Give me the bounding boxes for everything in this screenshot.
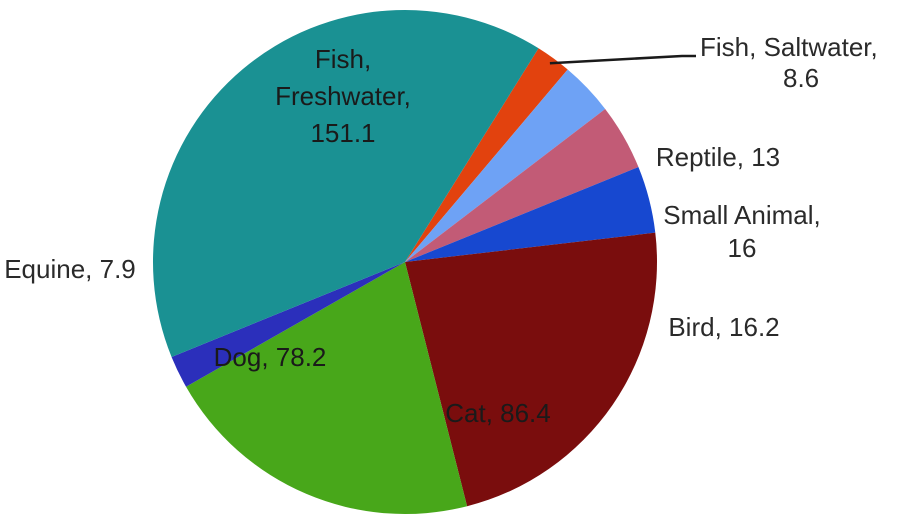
label-line: Reptile, 13 bbox=[656, 142, 780, 172]
label-line: 151.1 bbox=[310, 118, 375, 148]
slice-cat bbox=[405, 232, 658, 507]
label-line: Fish, Saltwater, bbox=[700, 32, 878, 62]
label-line: Bird, 16.2 bbox=[668, 312, 779, 342]
slice-reptile bbox=[405, 69, 606, 262]
label-line: Small Animal, bbox=[663, 200, 821, 230]
label-line: Freshwater, bbox=[275, 81, 411, 111]
label-line: Equine, 7.9 bbox=[4, 254, 136, 284]
label-bird: Bird, 16.2 bbox=[668, 312, 779, 342]
slice-equine bbox=[171, 262, 405, 387]
label-reptile: Reptile, 13 bbox=[656, 142, 780, 172]
slice-fish-freshwater bbox=[152, 9, 539, 357]
label-cat: Cat, 86.4 bbox=[445, 398, 551, 428]
label-small-animal: Small Animal, 16 bbox=[663, 200, 821, 263]
label-dog: Dog, 78.2 bbox=[214, 342, 327, 372]
label-fish-freshwater: Fish, Freshwater, 151.1 bbox=[275, 44, 411, 148]
slice-bird bbox=[405, 167, 656, 262]
label-line: Fish, bbox=[315, 44, 371, 74]
label-line: Cat, 86.4 bbox=[445, 398, 551, 428]
slice-dog bbox=[186, 262, 468, 514]
slice-small-animal bbox=[405, 108, 639, 263]
pie-slices bbox=[152, 9, 658, 514]
label-line: 8.6 bbox=[783, 63, 819, 93]
label-fish-saltwater: Fish, Saltwater, 8.6 bbox=[700, 32, 878, 93]
pie-labels: Fish, Saltwater, 8.6 Reptile, 13 Small Anim… bbox=[4, 32, 878, 428]
label-line: 16 bbox=[728, 233, 757, 263]
label-equine: Equine, 7.9 bbox=[4, 254, 136, 284]
slice-fish-saltwater bbox=[405, 48, 568, 262]
label-line: Dog, 78.2 bbox=[214, 342, 327, 372]
fish-saltwater-leader-line bbox=[549, 54, 696, 65]
